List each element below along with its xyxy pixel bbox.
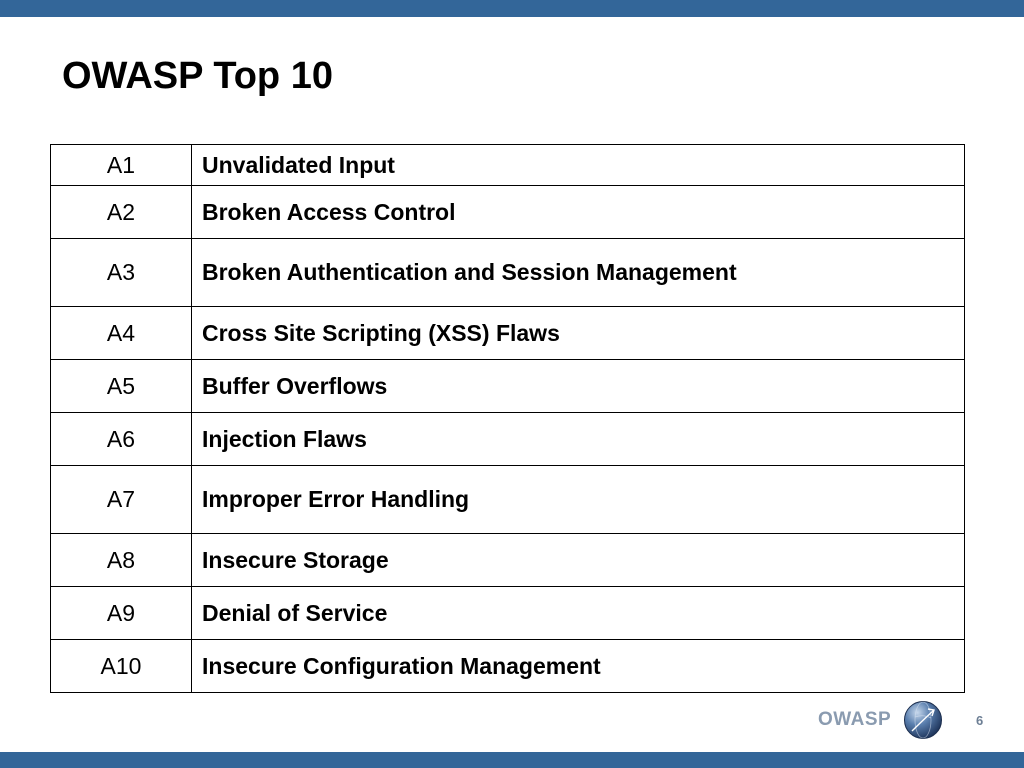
risk-name: Broken Access Control	[191, 185, 965, 239]
risk-name: Unvalidated Input	[191, 144, 965, 186]
bottom-accent-bar	[0, 752, 1024, 768]
risk-code: A1	[50, 144, 192, 186]
risk-name: Buffer Overflows	[191, 359, 965, 413]
table-row: A6 Injection Flaws	[50, 412, 965, 466]
risk-code: A9	[50, 586, 192, 640]
risk-code: A7	[50, 465, 192, 534]
risk-name: Cross Site Scripting (XSS) Flaws	[191, 306, 965, 360]
risk-code: A4	[50, 306, 192, 360]
risk-code: A5	[50, 359, 192, 413]
table-row: A7 Improper Error Handling	[50, 465, 965, 534]
table-row: A9 Denial of Service	[50, 586, 965, 640]
risk-name: Insecure Configuration Management	[191, 639, 965, 693]
risk-code: A3	[50, 238, 192, 307]
table-row: A4 Cross Site Scripting (XSS) Flaws	[50, 306, 965, 360]
table-row: A10 Insecure Configuration Management	[50, 639, 965, 693]
top-accent-bar	[0, 0, 1024, 17]
risk-code: A8	[50, 533, 192, 587]
owasp-logo: OWASP	[818, 700, 943, 740]
table-row: A3 Broken Authentication and Session Man…	[50, 238, 965, 307]
risk-code: A2	[50, 185, 192, 239]
table-row: A2 Broken Access Control	[50, 185, 965, 239]
risk-code: A6	[50, 412, 192, 466]
owasp-logo-text: OWASP	[818, 709, 892, 730]
slide-title: OWASP Top 10	[62, 55, 333, 97]
page-number: 6	[976, 713, 984, 728]
risk-name: Injection Flaws	[191, 412, 965, 466]
table-row: A8 Insecure Storage	[50, 533, 965, 587]
risk-code: A10	[50, 639, 192, 693]
risk-name: Insecure Storage	[191, 533, 965, 587]
risk-name: Denial of Service	[191, 586, 965, 640]
table-row: A5 Buffer Overflows	[50, 359, 965, 413]
table-row: A1 Unvalidated Input	[50, 144, 965, 186]
risk-name: Broken Authentication and Session Manage…	[191, 238, 965, 307]
owasp-globe-icon	[904, 701, 943, 739]
risk-name: Improper Error Handling	[191, 465, 965, 534]
owasp-top10-table: A1 Unvalidated Input A2 Broken Access Co…	[50, 144, 965, 693]
